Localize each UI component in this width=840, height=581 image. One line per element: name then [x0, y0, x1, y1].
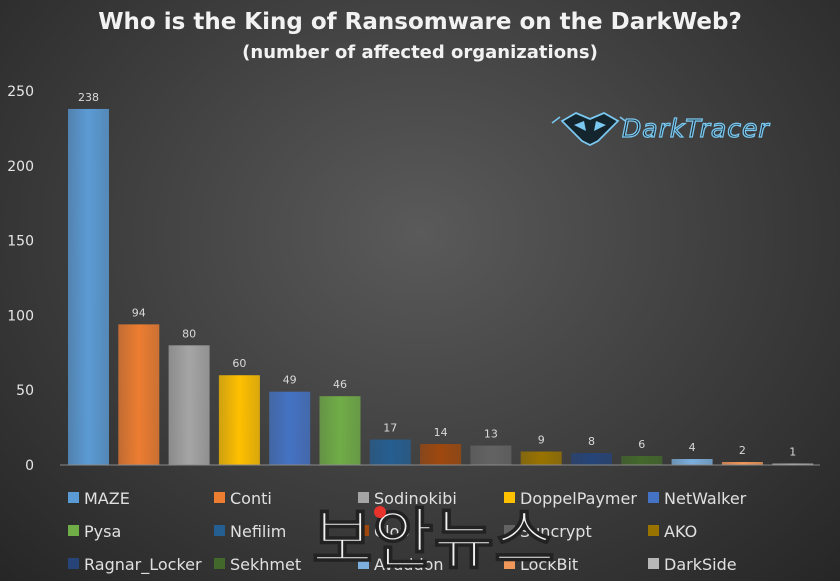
chart-title: Who is the King of Ransomware on the Dar… [98, 9, 742, 35]
legend-swatch [358, 492, 369, 503]
legend-entry: DoppelPaymer [520, 489, 637, 508]
legend-entry: Sodinokibi [374, 489, 457, 508]
data-label: 238 [78, 91, 99, 104]
chart-subtitle: (number of affected organizations) [242, 42, 598, 63]
legend-swatch [68, 525, 79, 536]
legend-swatch [68, 492, 79, 503]
data-label: 13 [484, 428, 498, 441]
bar-conti [118, 324, 160, 465]
legend-entry: NetWalker [664, 489, 747, 508]
bar-netwalker [269, 391, 311, 465]
legend-entry: DarkSide [664, 555, 737, 574]
data-label: 49 [283, 374, 297, 387]
data-label: 2 [739, 444, 746, 457]
y-tick-label: 50 [16, 383, 34, 399]
legend-entry: Clop [374, 522, 410, 541]
legend-swatch [358, 525, 369, 536]
y-tick-label: 200 [7, 159, 34, 175]
watermark-text: 보안뉴스 [312, 501, 555, 578]
bar-suncrypt [470, 445, 512, 465]
bar-lockbit [721, 462, 763, 465]
legend-entry: Avaddon [374, 555, 444, 574]
legend-swatch [504, 492, 515, 503]
legend-entry: Nefilim [230, 522, 286, 541]
legend-swatch [648, 558, 659, 569]
legend-swatch [68, 558, 79, 569]
data-label: 94 [132, 306, 146, 319]
darktracer-icon [551, 111, 629, 147]
legend-entry: LockBit [520, 555, 578, 574]
data-label: 1 [789, 446, 796, 459]
bar-sekhmet [621, 456, 663, 465]
bar-darkside [772, 463, 814, 465]
legend-entry: AKO [664, 522, 697, 541]
legend-swatch [214, 525, 225, 536]
y-axis: 0 50 100 150 200 250 [7, 84, 34, 474]
legend-entry: Ragnar_Locker [84, 555, 202, 575]
legend-swatch [504, 525, 515, 536]
y-tick-label: 100 [7, 308, 34, 324]
bar-clop [420, 444, 462, 465]
data-label: 80 [182, 327, 196, 340]
legend-entry: Conti [230, 489, 272, 508]
y-tick-label: 150 [7, 234, 34, 250]
y-tick-label: 250 [7, 84, 34, 100]
legend-entry: Sekhmet [230, 555, 301, 574]
legend-entry: MAZE [84, 489, 130, 508]
bar-ako [520, 451, 562, 465]
data-label: 6 [638, 438, 645, 451]
data-label: 46 [333, 378, 347, 391]
legend: MAZE Conti Sodinokibi DoppelPaymer NetWalker… [68, 489, 747, 575]
bars-group [68, 108, 814, 466]
bar-maze [68, 108, 109, 466]
data-label: 17 [383, 422, 397, 435]
bar-sodinokibi [168, 345, 210, 465]
data-label: 60 [232, 357, 246, 370]
legend-swatch [504, 558, 515, 569]
legend-swatch [214, 492, 225, 503]
data-labels-group: 238 94 80 60 49 46 17 14 13 9 8 6 4 2 1 [78, 91, 796, 459]
darktracer-logo-text: DarkTracer [622, 114, 770, 143]
legend-swatch [214, 558, 225, 569]
darktracer-logo: DarkTracer [551, 111, 770, 147]
watermark-red-dot-icon [374, 506, 386, 518]
data-label: 9 [538, 434, 545, 447]
legend-swatch [358, 558, 369, 569]
data-label: 8 [588, 435, 595, 448]
bar-nefilim [369, 439, 411, 465]
bar-doppelpaymer [218, 375, 260, 465]
legend-swatch [648, 525, 659, 536]
data-label: 14 [434, 426, 448, 439]
legend-entry: Suncrypt [520, 522, 592, 541]
y-tick-label: 0 [25, 458, 34, 474]
legend-swatch [648, 492, 659, 503]
bar-ragnar-locker [571, 453, 612, 465]
bar-pysa [319, 396, 361, 465]
bar-avaddon [671, 459, 713, 465]
data-label: 4 [689, 441, 696, 454]
legend-entry: Pysa [84, 522, 121, 541]
